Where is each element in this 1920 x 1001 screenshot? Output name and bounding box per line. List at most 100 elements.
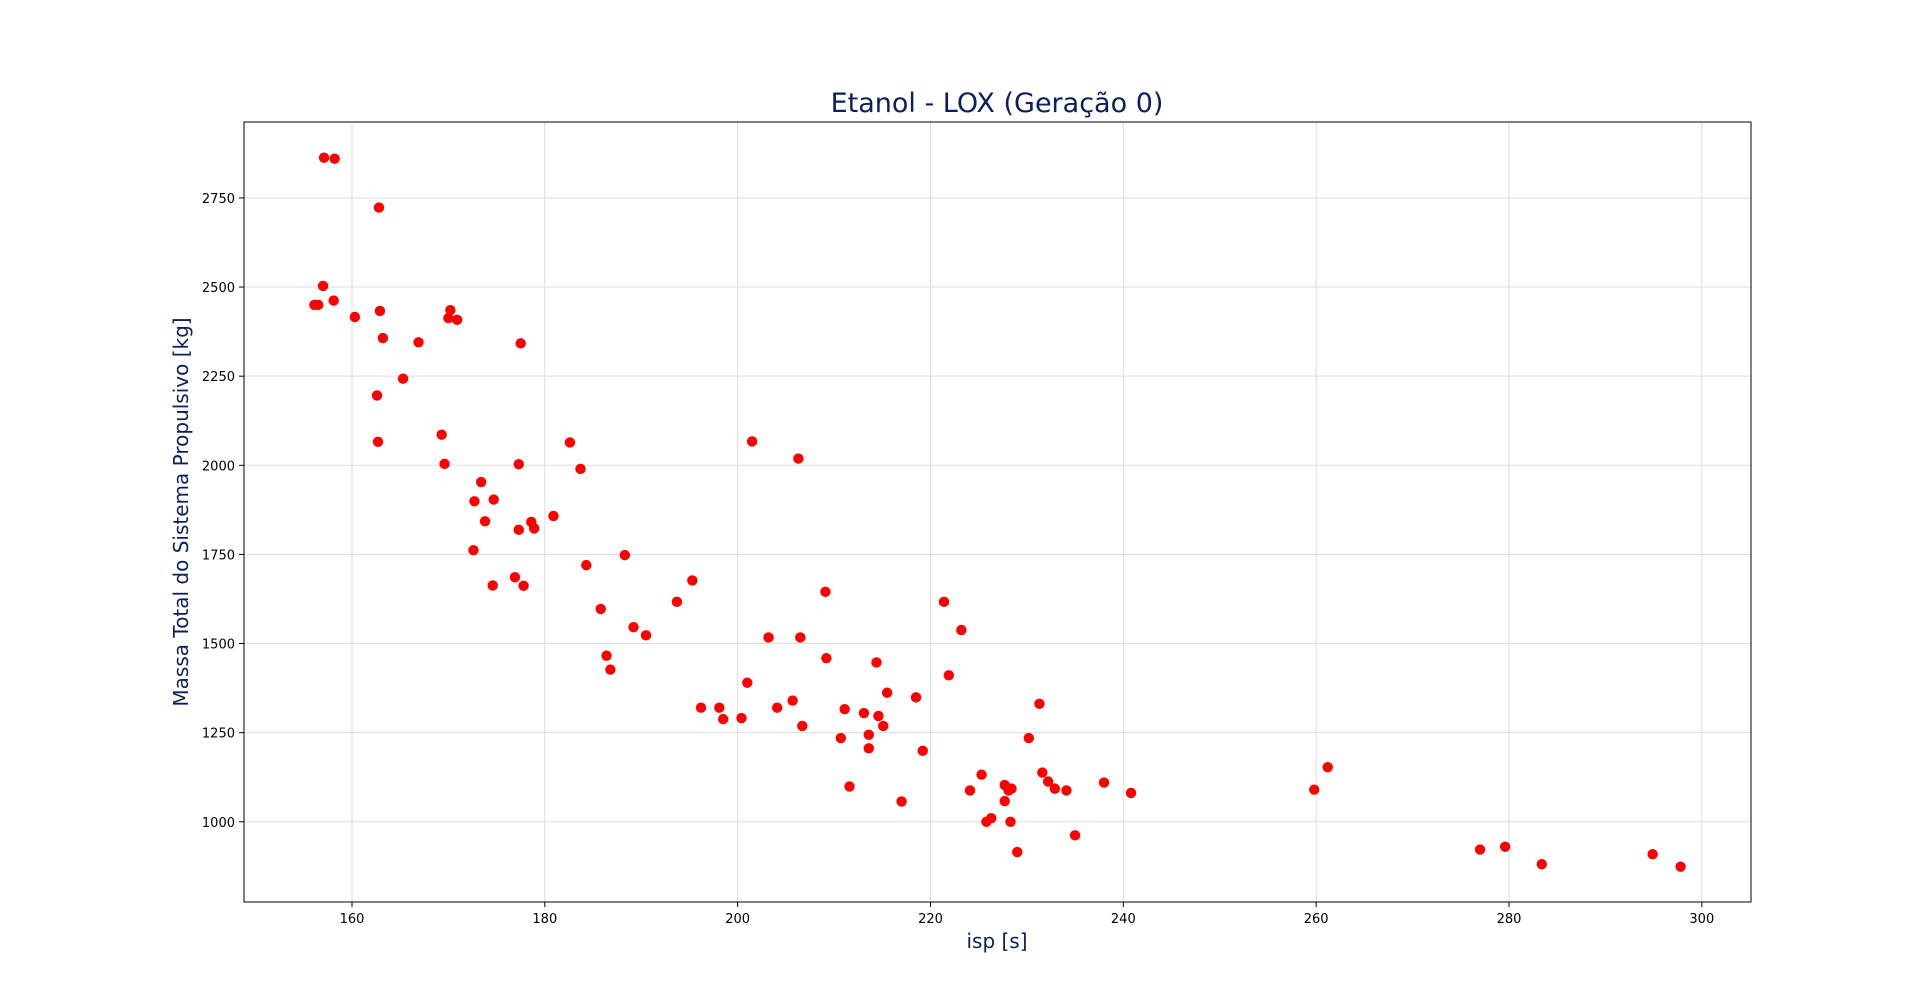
data-point	[844, 781, 855, 792]
data-point	[601, 650, 612, 661]
data-point	[839, 703, 850, 715]
y-tick-label: 1500	[202, 638, 235, 653]
data-point	[469, 496, 480, 507]
y-tick-label: 2500	[202, 281, 235, 296]
data-point	[956, 624, 967, 636]
data-point	[821, 652, 832, 664]
data-point	[1069, 830, 1081, 841]
data-point	[371, 390, 383, 401]
data-point	[475, 476, 487, 488]
data-point	[439, 458, 450, 470]
data-point	[797, 720, 808, 732]
data-point	[763, 632, 774, 643]
data-point	[513, 459, 524, 470]
axis-ticks: 160 180 200 220 240 260 280 300 1000 1250 1500 1750…	[202, 192, 1714, 927]
data-point	[349, 311, 361, 323]
data-point	[445, 305, 456, 316]
data-point	[1499, 841, 1511, 852]
data-point	[515, 338, 526, 349]
data-point	[595, 603, 606, 615]
data-point	[820, 586, 831, 598]
data-point	[1005, 816, 1016, 827]
data-point	[1322, 762, 1333, 773]
data-point	[468, 544, 479, 556]
data-point	[976, 769, 987, 780]
data-point	[605, 664, 616, 675]
grid	[244, 122, 1751, 902]
data-point	[581, 559, 592, 571]
data-point	[443, 312, 454, 324]
data-point	[881, 687, 893, 698]
data-point	[896, 796, 907, 807]
data-point	[714, 702, 725, 713]
data-point	[1675, 861, 1686, 872]
y-tick-label: 1250	[202, 727, 235, 742]
data-point	[835, 732, 847, 744]
data-point	[487, 580, 498, 591]
data-point	[695, 702, 707, 713]
data-point	[938, 596, 950, 608]
data-point	[687, 575, 698, 586]
x-tick-label: 180	[532, 912, 557, 927]
data-point	[1647, 849, 1658, 860]
data-point	[1536, 859, 1547, 870]
data-point	[717, 713, 729, 725]
x-tick-label: 220	[918, 912, 943, 927]
data-point	[479, 516, 491, 527]
data-point	[518, 580, 529, 591]
data-point	[413, 337, 424, 348]
data-point	[1023, 732, 1035, 744]
data-point	[917, 745, 928, 757]
y-tick-label: 2000	[202, 459, 235, 474]
plot-area-frame	[243, 121, 1752, 903]
data-point	[1125, 787, 1137, 799]
x-tick-label: 260	[1304, 912, 1329, 927]
data-point	[451, 314, 463, 326]
data-point	[377, 332, 389, 344]
data-point	[746, 436, 758, 447]
data-point	[878, 720, 889, 732]
data-point	[372, 436, 384, 447]
data-point	[509, 572, 521, 583]
data-point	[397, 373, 409, 384]
data-point	[1034, 698, 1045, 709]
data-point	[863, 743, 874, 754]
y-axis-title: Massa Total do Sistema Propulsivo [kg]	[169, 317, 193, 706]
data-point	[964, 785, 976, 796]
data-point	[1061, 785, 1072, 796]
data-point	[373, 202, 385, 213]
data-point	[548, 510, 559, 522]
data-point	[873, 710, 884, 722]
data-point	[1006, 783, 1017, 794]
data-point	[564, 437, 576, 448]
data-point	[858, 707, 870, 719]
data-point	[1098, 777, 1110, 788]
data-point	[1012, 846, 1023, 858]
data-point	[575, 463, 586, 475]
data-point	[619, 549, 631, 561]
x-tick-label: 240	[1111, 912, 1136, 927]
y-tick-label: 1750	[202, 548, 235, 563]
x-tick-label: 200	[725, 912, 750, 927]
data-point	[374, 305, 386, 317]
y-tick-label: 2250	[202, 370, 235, 385]
data-point	[943, 670, 955, 681]
data-point	[488, 494, 499, 505]
data-point	[436, 429, 447, 440]
data-point	[787, 695, 798, 706]
data-point	[513, 524, 524, 536]
data-point	[318, 152, 330, 163]
data-point	[910, 692, 922, 703]
data-point	[1037, 767, 1048, 778]
data-point	[795, 632, 806, 643]
data-point	[328, 295, 339, 306]
data-point	[742, 677, 753, 688]
chart-title: Etanol - LOX (Geração 0)	[831, 88, 1164, 119]
data-point	[317, 280, 329, 292]
data-point	[1049, 783, 1061, 794]
data-point	[529, 523, 540, 534]
data-point	[999, 795, 1010, 807]
data-point	[1309, 784, 1320, 795]
x-tick-label: 280	[1497, 912, 1522, 927]
